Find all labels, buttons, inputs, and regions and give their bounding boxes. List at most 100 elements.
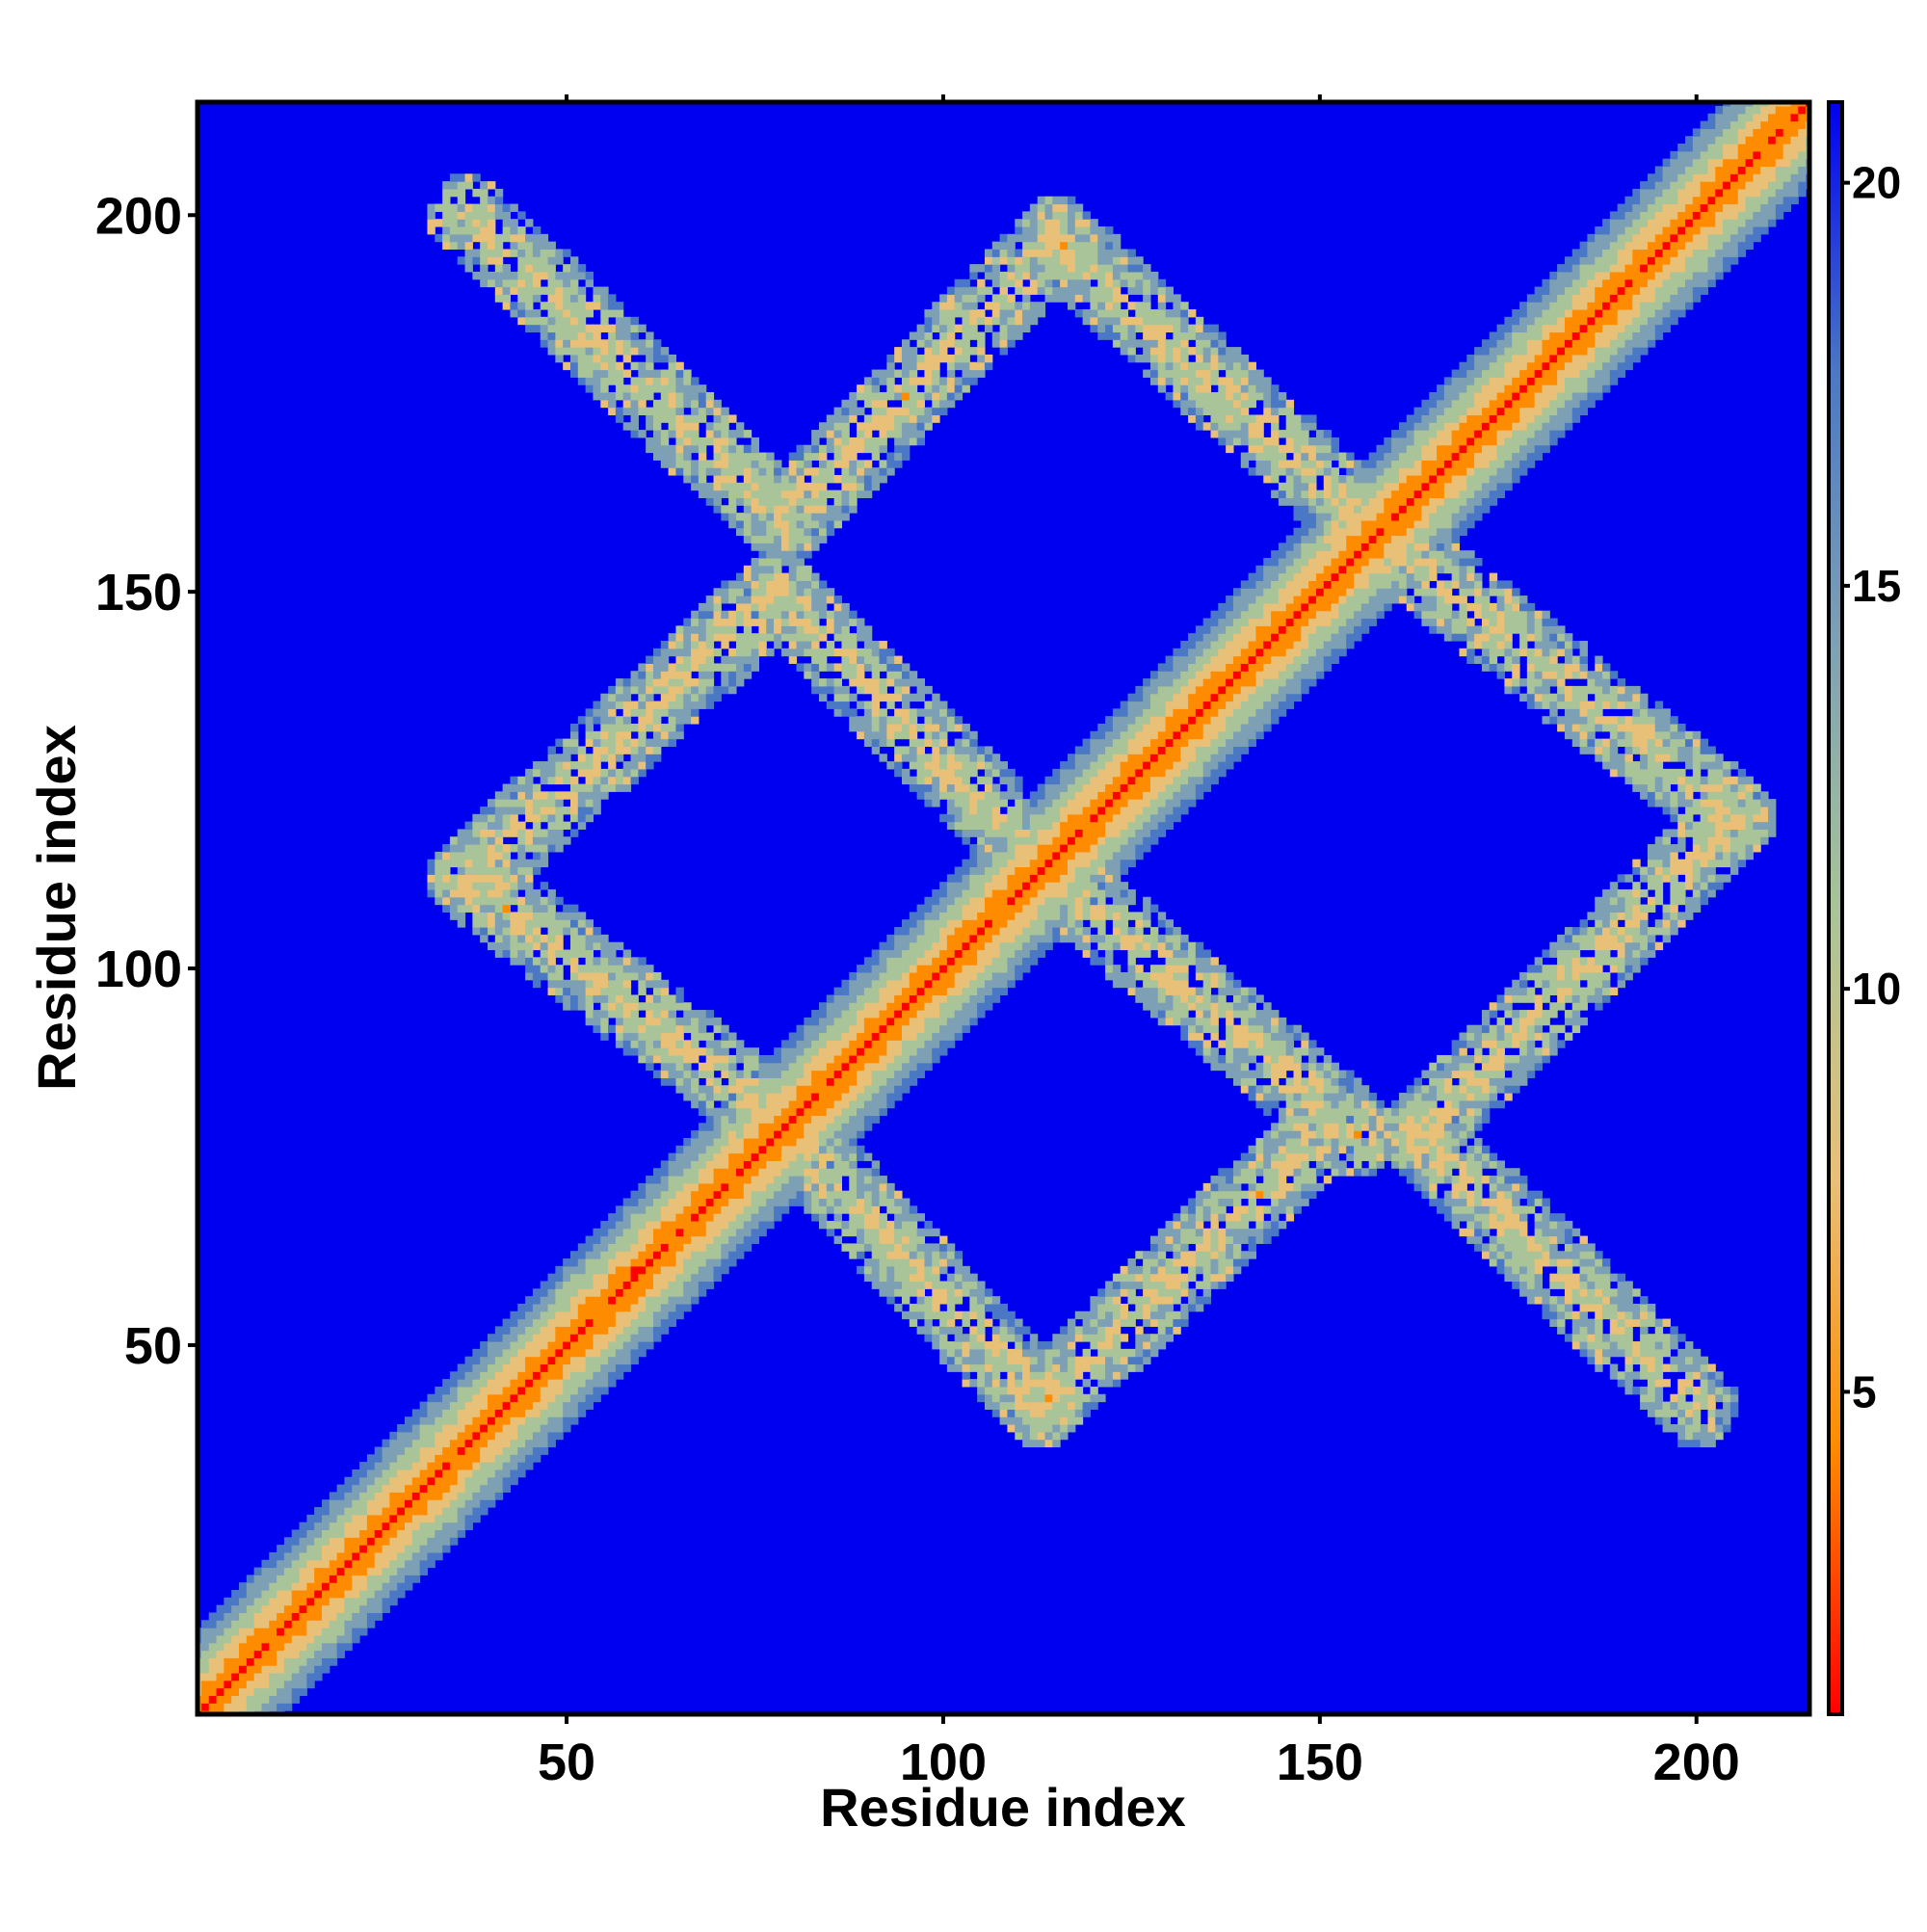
heatmap-cell [646, 354, 654, 363]
heatmap-cell [894, 761, 903, 770]
heatmap-cell [826, 1085, 835, 1094]
heatmap-cell [932, 392, 940, 401]
heatmap-cell [480, 219, 488, 227]
heatmap-cell [472, 249, 481, 257]
heatmap-cell [954, 1310, 964, 1320]
heatmap-cell [871, 1107, 881, 1117]
heatmap-cell [721, 610, 729, 620]
heatmap-cell [751, 640, 759, 649]
heatmap-cell [774, 1176, 782, 1184]
heatmap-cell [231, 1657, 240, 1666]
heatmap-cell [306, 1650, 315, 1658]
heatmap-cell [269, 1612, 277, 1621]
heatmap-cell [977, 1363, 986, 1372]
heatmap-cell [954, 957, 964, 966]
heatmap-cell [577, 821, 587, 830]
heatmap-cell [389, 1567, 398, 1575]
heatmap-cell [916, 377, 925, 385]
heatmap-cell [826, 1070, 835, 1078]
heatmap-cell [683, 1213, 692, 1222]
heatmap-cell [811, 1198, 820, 1206]
heatmap-cell [916, 738, 925, 747]
heatmap-cell [879, 422, 887, 431]
heatmap-cell [894, 1032, 903, 1041]
heatmap-cell [239, 1597, 248, 1606]
heatmap-cell [826, 1115, 835, 1124]
heatmap-cell [871, 965, 881, 973]
heatmap-cell [901, 1220, 911, 1230]
heatmap-cell [939, 1243, 948, 1252]
heatmap-cell [705, 648, 715, 657]
heatmap-cell [863, 663, 873, 672]
heatmap-cell [932, 738, 940, 747]
heatmap-cell [879, 949, 887, 958]
heatmap-cell [488, 196, 496, 205]
heatmap-cell [532, 309, 541, 318]
heatmap-cell [924, 392, 933, 401]
heatmap-cell [540, 851, 549, 860]
heatmap-cell [510, 949, 518, 958]
heatmap-cell [660, 663, 670, 672]
heatmap-cell [306, 1620, 315, 1628]
heatmap-cell [427, 888, 436, 898]
heatmap-cell [510, 1363, 518, 1372]
heatmap-cell [615, 1220, 624, 1230]
heatmap-cell [743, 671, 752, 679]
heatmap-cell [510, 934, 518, 943]
heatmap-cell [826, 519, 835, 529]
heatmap-cell [886, 655, 895, 664]
heatmap-cell [946, 339, 956, 348]
heatmap-cell [547, 965, 556, 973]
heatmap-cell [510, 278, 518, 288]
heatmap-cell [435, 859, 443, 868]
heatmap-cell [593, 754, 601, 762]
heatmap-cell [208, 1642, 218, 1652]
heatmap-cell [532, 799, 541, 807]
heatmap-cell [954, 286, 964, 295]
heatmap-cell [435, 1446, 443, 1455]
heatmap-cell [570, 271, 579, 280]
heatmap-cell [977, 309, 986, 318]
heatmap-cell [683, 1160, 692, 1169]
heatmap-cell [901, 1235, 911, 1244]
heatmap-cell [577, 316, 587, 326]
heatmap-cell [366, 1612, 376, 1621]
heatmap-cell [774, 1152, 782, 1161]
heatmap-cell [826, 1137, 835, 1147]
heatmap-cell [932, 1040, 940, 1048]
heatmap-cell [577, 949, 587, 958]
heatmap-cell [826, 701, 835, 709]
heatmap-cell [239, 1634, 248, 1644]
heatmap-cell [457, 851, 466, 860]
heatmap-cell [826, 618, 835, 626]
heatmap-cell [939, 738, 948, 747]
heatmap-cell [668, 1220, 677, 1230]
heatmap-cell [435, 1522, 443, 1531]
heatmap-cell [525, 1454, 534, 1463]
heatmap-cell [488, 836, 496, 845]
heatmap-cell [540, 286, 549, 295]
heatmap-cell [494, 233, 504, 243]
heatmap-cell [924, 1258, 933, 1267]
heatmap-cell [705, 1220, 715, 1230]
heatmap-cell [675, 1281, 684, 1289]
heatmap-cell [863, 738, 873, 747]
heatmap-cell [660, 1310, 670, 1320]
heatmap-cell [600, 1002, 609, 1011]
heatmap-cell [969, 851, 978, 860]
heatmap-cell [766, 1099, 775, 1109]
heatmap-cell [563, 1318, 571, 1327]
heatmap-cell [622, 1288, 632, 1297]
heatmap-cell [818, 519, 828, 529]
heatmap-cell [622, 1265, 632, 1275]
heatmap-cell [488, 1462, 496, 1470]
heatmap-cell [510, 241, 518, 251]
heatmap-cell [796, 513, 805, 521]
heatmap-cell [652, 723, 662, 732]
heatmap-cell [916, 437, 925, 446]
heatmap-cell [261, 1559, 270, 1569]
heatmap-cell [909, 1243, 918, 1252]
heatmap-cell [464, 836, 473, 845]
heatmap-cell [932, 888, 940, 898]
heatmap-cell [954, 965, 964, 973]
